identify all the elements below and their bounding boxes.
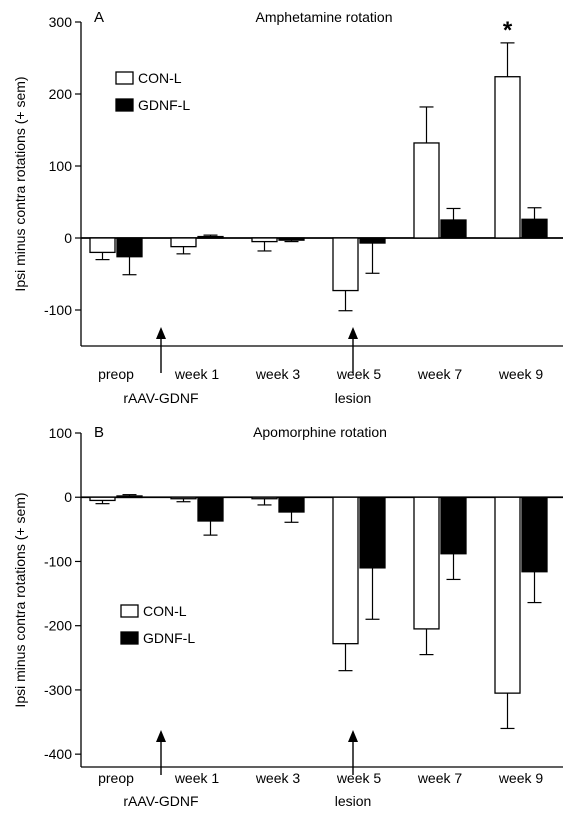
event-label: lesion bbox=[335, 793, 372, 809]
panel-label: B bbox=[94, 424, 104, 441]
y-axis-label: Ipsi minus contra rotations (+ sem) bbox=[12, 492, 28, 707]
legend-swatch bbox=[115, 71, 134, 85]
bar-con-l-week-7 bbox=[413, 142, 440, 239]
bar-gdnf-l-week-5 bbox=[359, 237, 386, 244]
x-tick-label: preop bbox=[98, 770, 134, 786]
bar-gdnf-l-week-1 bbox=[197, 496, 224, 522]
bar-con-l-week-5 bbox=[332, 237, 359, 292]
significance-marker: * bbox=[503, 17, 513, 44]
bar-con-l-preop bbox=[89, 237, 116, 254]
bar-gdnf-l-week-9 bbox=[521, 496, 548, 573]
event-arrow-head bbox=[156, 327, 166, 339]
y-tick-label: 200 bbox=[49, 86, 73, 102]
bar-con-l-week-7 bbox=[413, 496, 440, 630]
y-tick-label: 100 bbox=[49, 158, 73, 174]
x-tick-label: week 9 bbox=[498, 366, 544, 382]
legend-label: CON-L bbox=[138, 70, 182, 86]
legend-label: GDNF-L bbox=[143, 630, 195, 646]
bar-gdnf-l-week-1 bbox=[197, 235, 224, 239]
bar-gdnf-l-week-7 bbox=[440, 219, 467, 239]
panel-label: A bbox=[94, 9, 104, 26]
y-tick-label: -200 bbox=[44, 618, 72, 634]
event-label: rAAV-GDNF bbox=[123, 390, 198, 406]
legend-label: CON-L bbox=[143, 603, 187, 619]
event-label: lesion bbox=[335, 390, 372, 406]
bar-con-l-week-3 bbox=[251, 237, 278, 243]
event-label: rAAV-GDNF bbox=[123, 793, 198, 809]
y-tick-label: 0 bbox=[64, 230, 72, 246]
x-tick-label: week 1 bbox=[174, 366, 220, 382]
bar-con-l-week-5 bbox=[332, 496, 359, 645]
y-tick-label: 0 bbox=[64, 489, 72, 505]
bar-gdnf-l-preop bbox=[116, 495, 143, 499]
y-tick-label: -100 bbox=[44, 553, 72, 569]
legend-swatch bbox=[120, 631, 139, 645]
bar-con-l-week-1 bbox=[170, 237, 197, 248]
bar-gdnf-l-week-3 bbox=[278, 496, 305, 513]
x-tick-label: week 7 bbox=[417, 366, 463, 382]
bar-gdnf-l-week-5 bbox=[359, 496, 386, 569]
event-arrow-head bbox=[348, 327, 358, 339]
y-tick-label: -300 bbox=[44, 682, 72, 698]
event-arrow-head bbox=[348, 730, 358, 742]
x-tick-label: week 7 bbox=[417, 770, 463, 786]
x-tick-label: week 5 bbox=[336, 366, 382, 382]
event-arrow-head bbox=[156, 730, 166, 742]
bar-con-l-week-9 bbox=[494, 76, 521, 239]
bar-gdnf-l-week-7 bbox=[440, 496, 467, 555]
legend-swatch bbox=[120, 604, 139, 618]
legend-label: GDNF-L bbox=[138, 97, 190, 113]
x-tick-label: week 3 bbox=[255, 770, 301, 786]
x-tick-label: preop bbox=[98, 366, 134, 382]
x-tick-label: week 1 bbox=[174, 770, 220, 786]
x-tick-label: week 3 bbox=[255, 366, 301, 382]
bar-con-l-week-9 bbox=[494, 496, 521, 694]
y-tick-label: 300 bbox=[49, 14, 73, 30]
legend-swatch bbox=[115, 98, 134, 112]
chart-panel-B: -400 -300 -200 -100 0 100 Ipsi minus contra ro… bbox=[12, 424, 563, 809]
y-tick-label: -400 bbox=[44, 746, 72, 762]
bar-gdnf-l-preop bbox=[116, 237, 143, 258]
chart-panel-A: -100 0 100 200 300 Ipsi minus contra rotation… bbox=[12, 9, 563, 406]
bar-gdnf-l-week-9 bbox=[521, 218, 548, 239]
y-axis-label: Ipsi minus contra rotations (+ sem) bbox=[12, 76, 28, 291]
x-tick-label: week 5 bbox=[336, 770, 382, 786]
chart-title: Amphetamine rotation bbox=[256, 9, 393, 25]
bar-con-l-week-3 bbox=[251, 496, 278, 500]
y-tick-label: 100 bbox=[49, 425, 73, 441]
bar-con-l-preop bbox=[89, 496, 116, 502]
bar-gdnf-l-week-3 bbox=[278, 237, 305, 241]
y-tick-label: -100 bbox=[44, 302, 72, 318]
chart-title: Apomorphine rotation bbox=[253, 424, 387, 440]
bar-con-l-week-1 bbox=[170, 496, 197, 500]
x-tick-label: week 9 bbox=[498, 770, 544, 786]
